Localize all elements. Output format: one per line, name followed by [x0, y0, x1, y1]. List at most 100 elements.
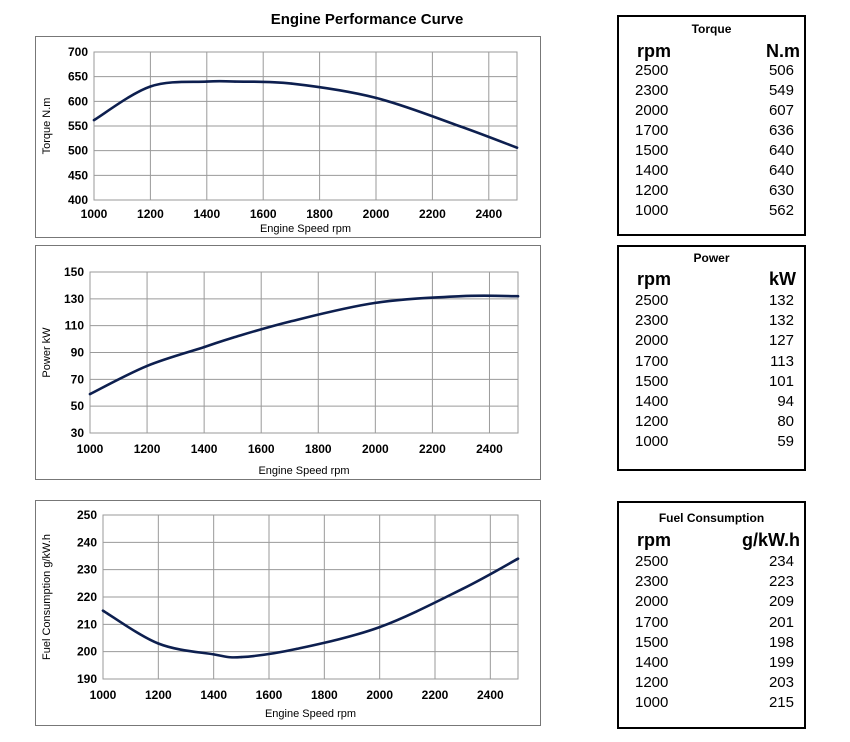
y-tick-label: 30 [71, 426, 85, 440]
torque-chart: 1000 1200 1400 1600 1800 2000 2200 2400 400 450 50… [41, 45, 519, 235]
power-data-point [88, 392, 92, 396]
torque-data-point [149, 85, 152, 88]
x-tick-label: 1800 [306, 207, 333, 221]
power-table-title: Power [693, 251, 730, 265]
torque-table-rpm-header: rpm [637, 41, 672, 61]
table-cell-value: 223 [768, 573, 794, 591]
y-tick-label: 230 [77, 563, 97, 577]
table-row: 2000 127 [635, 332, 794, 351]
table-cell-value: 59 [777, 433, 794, 451]
fuel-table-title: Fuel Consumption [658, 511, 765, 525]
fuel-data-point [461, 587, 464, 590]
power-x-axis-label: Engine Speed rpm [258, 465, 349, 477]
fuel-consumption-table: Fuel Consumption rpm g/kW.h 2500 234 2300 2… [617, 501, 806, 729]
table-cell-value: 113 [770, 352, 794, 370]
y-tick-label: 200 [77, 645, 97, 659]
table-row: 1700 636 [635, 122, 794, 141]
table-cell-rpm: 1700 [635, 613, 669, 631]
y-tick-label: 400 [68, 193, 88, 207]
table-cell-rpm: 1000 [635, 694, 669, 712]
table-row: 1400 94 [635, 393, 794, 412]
table-row: 2300 549 [635, 82, 794, 101]
table-row: 1200 630 [635, 182, 794, 201]
table-cell-value: 203 [768, 674, 794, 692]
power-data-point [288, 320, 291, 323]
x-tick-label: 1200 [145, 688, 172, 702]
power-y-axis-label: Power kW [41, 327, 53, 378]
table-cell-value: 234 [768, 553, 794, 570]
torque-data-point [290, 82, 293, 85]
table-row: 2000 607 [635, 102, 794, 121]
table-cell-rpm: 1700 [635, 122, 669, 139]
table-cell-rpm: 2300 [635, 82, 669, 99]
y-tick-label: 450 [68, 168, 88, 182]
fuel-data-point [295, 647, 298, 651]
table-cell-rpm: 1000 [635, 433, 669, 451]
table-cell-value: 640 [768, 142, 794, 159]
fuel-data-point [240, 655, 243, 659]
power-table-unit-header: kW [769, 269, 796, 289]
y-tick-label: 600 [68, 94, 88, 108]
table-cell-rpm: 2000 [635, 102, 669, 119]
x-tick-label: 1600 [256, 688, 283, 702]
table-cell-rpm: 1200 [635, 674, 669, 692]
table-cell-rpm: 1500 [635, 633, 669, 651]
power-data-point [231, 336, 234, 339]
table-cell-rpm: 1200 [635, 182, 669, 199]
torque-data-point [374, 96, 378, 100]
table-cell-rpm: 1200 [635, 413, 669, 431]
power-data-point [459, 294, 463, 298]
fuel-data-point [378, 625, 381, 629]
table-row: 1200 80 [635, 413, 794, 432]
torque-data-point [92, 118, 96, 122]
y-tick-label: 210 [77, 617, 97, 631]
table-cell-value: 506 [768, 62, 794, 79]
fuel-series-line [101, 557, 520, 659]
table-cell-rpm: 1000 [635, 202, 669, 219]
x-tick-label: 2400 [477, 688, 504, 702]
table-cell-rpm: 2000 [635, 593, 669, 611]
x-tick-label: 2200 [419, 207, 446, 221]
y-tick-label: 240 [77, 535, 97, 549]
x-tick-label: 2200 [419, 442, 446, 456]
x-tick-label: 1000 [90, 688, 117, 702]
table-cell-value: 630 [768, 182, 794, 199]
table-cell-value: 127 [768, 332, 794, 350]
power-data-point [145, 364, 149, 368]
torque-table-unit-header: N.m [765, 41, 800, 61]
torque-data-point [233, 80, 237, 83]
fuel-data-point [516, 557, 520, 560]
table-row: 1500 101 [635, 373, 794, 392]
x-tick-label: 1200 [137, 207, 164, 221]
y-tick-label: 90 [71, 346, 85, 360]
table-row: 2500 234 [635, 553, 794, 572]
power-data-point [516, 294, 520, 298]
torque-table: Torque rpm N.m 2500 506 2300 549 2000 607 1700… [617, 15, 806, 236]
y-tick-label: 50 [71, 399, 85, 413]
x-tick-label: 1400 [191, 442, 218, 456]
y-tick-label: 500 [68, 144, 88, 158]
table-cell-rpm: 1500 [635, 142, 669, 159]
table-cell-value: 549 [768, 82, 794, 99]
torque-data-point [459, 125, 462, 128]
x-tick-label: 2200 [422, 688, 449, 702]
y-tick-label: 250 [77, 508, 97, 522]
table-cell-value: 215 [768, 694, 794, 712]
power-data-point [374, 301, 377, 305]
table-cell-value: 562 [768, 202, 794, 219]
table-cell-value: 132 [768, 292, 794, 309]
torque-x-axis-label: Engine Speed rpm [260, 223, 351, 235]
table-row: 2300 132 [635, 312, 794, 331]
table-cell-value: 201 [768, 613, 794, 631]
fuel-data-point [212, 653, 215, 656]
table-cell-value: 199 [768, 654, 794, 671]
table-cell-value: 607 [768, 102, 794, 119]
torque-chart-panel: 1000 1200 1400 1600 1800 2000 2200 2400 400 450 50… [35, 36, 541, 238]
torque-data-point [515, 146, 519, 149]
table-cell-rpm: 1400 [635, 654, 669, 671]
table-cell-rpm: 1400 [635, 162, 669, 179]
y-tick-label: 190 [77, 672, 97, 686]
table-cell-rpm: 2500 [635, 292, 669, 309]
fuel-data-point [157, 642, 160, 645]
x-tick-label: 1800 [311, 688, 338, 702]
